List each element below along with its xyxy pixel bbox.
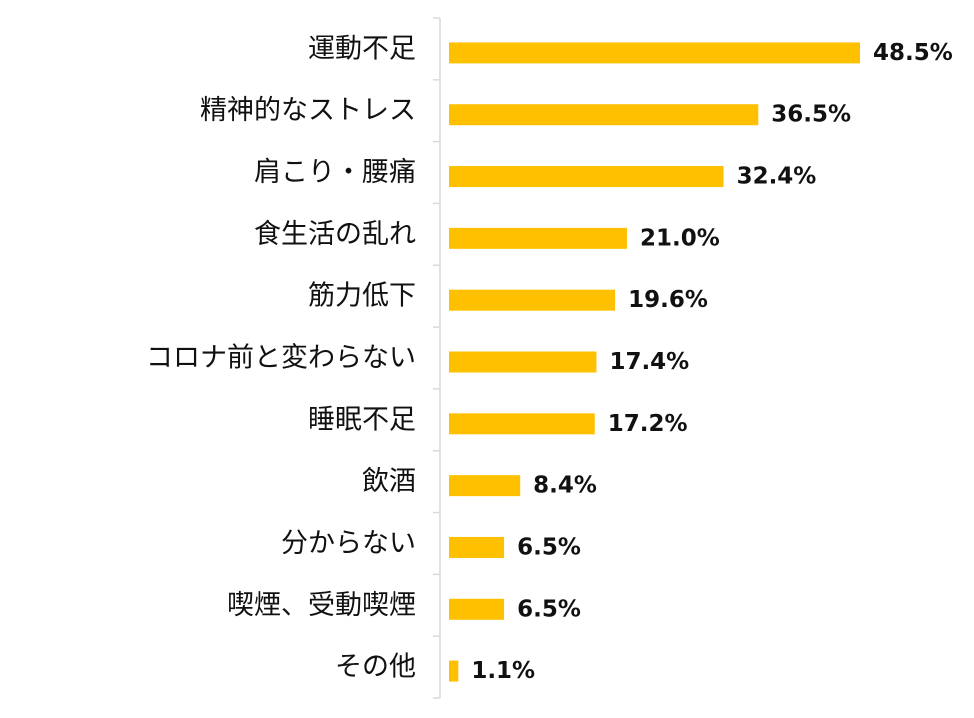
value-label: 17.2% <box>608 411 688 437</box>
bar <box>449 413 595 435</box>
category-label: 筋力低下 <box>308 281 416 312</box>
bar <box>449 351 597 373</box>
bar <box>449 598 505 620</box>
value-label: 32.4% <box>737 164 817 190</box>
bars <box>449 42 860 682</box>
category-label: 喫煙、受動喫煙 <box>227 590 416 621</box>
value-label: 19.6% <box>628 287 708 313</box>
value-labels: 48.5% 36.5% 32.4% 21.0% 19.6% 17.4% 17.2% 8.4% 6… <box>471 40 952 684</box>
value-label: 48.5% <box>873 40 953 66</box>
bar <box>449 660 459 682</box>
category-label: 運動不足 <box>308 33 416 64</box>
bar <box>449 536 505 558</box>
value-label: 6.5% <box>517 596 581 622</box>
bar <box>449 104 759 126</box>
category-labels: 運動不足精神的なストレス肩こり・腰痛食生活の乱れ筋力低下コロナ前と変わらない睡眠… <box>146 33 416 682</box>
bar <box>449 227 627 249</box>
category-label: 分からない <box>281 528 416 559</box>
bar <box>449 289 616 311</box>
category-label: 飲酒 <box>362 466 416 497</box>
bar <box>449 42 860 64</box>
value-label: 21.0% <box>640 225 720 251</box>
value-label: 17.4% <box>609 349 689 375</box>
bar <box>449 166 724 188</box>
category-label: その他 <box>335 652 416 683</box>
value-label: 36.5% <box>771 102 851 128</box>
category-label: 食生活の乱れ <box>254 219 416 250</box>
value-label: 6.5% <box>517 534 581 560</box>
category-label: 精神的なストレス <box>200 95 416 126</box>
category-label: 肩こり・腰痛 <box>254 157 416 188</box>
category-axis <box>433 17 441 699</box>
value-label: 8.4% <box>533 473 597 499</box>
value-label: 1.1% <box>471 658 535 684</box>
category-label: コロナ前と変わらない <box>146 343 416 374</box>
bar <box>449 475 521 497</box>
category-label: 睡眠不足 <box>308 404 416 435</box>
